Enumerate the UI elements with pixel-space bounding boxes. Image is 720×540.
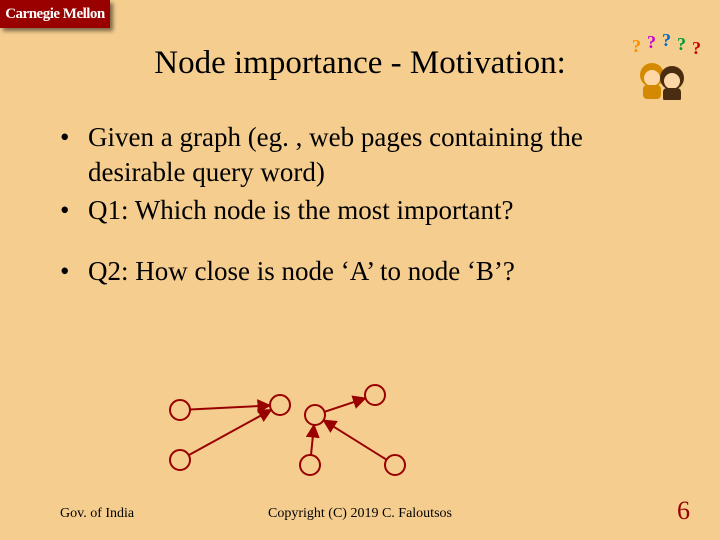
slide-title: Node importance - Motivation: — [0, 45, 720, 82]
bullet-item: Q2: How close is node ‘A’ to node ‘B’? — [50, 254, 680, 289]
page-number: 6 — [677, 496, 690, 526]
logo-badge: Carnegie Mellon — [0, 0, 110, 28]
logo-text: Carnegie Mellon — [5, 6, 105, 23]
graph-diagram — [150, 380, 440, 490]
bullet-item: Q1: Which node is the most important? — [50, 193, 680, 228]
content-area: Given a graph (eg. , web pages containin… — [50, 120, 680, 292]
bullet-item: Given a graph (eg. , web pages containin… — [50, 120, 680, 189]
bullet-list-2: Q2: How close is node ‘A’ to node ‘B’? — [50, 254, 680, 289]
footer-center: Copyright (C) 2019 C. Faloutsos — [0, 506, 720, 522]
bullet-list-1: Given a graph (eg. , web pages containin… — [50, 120, 680, 228]
